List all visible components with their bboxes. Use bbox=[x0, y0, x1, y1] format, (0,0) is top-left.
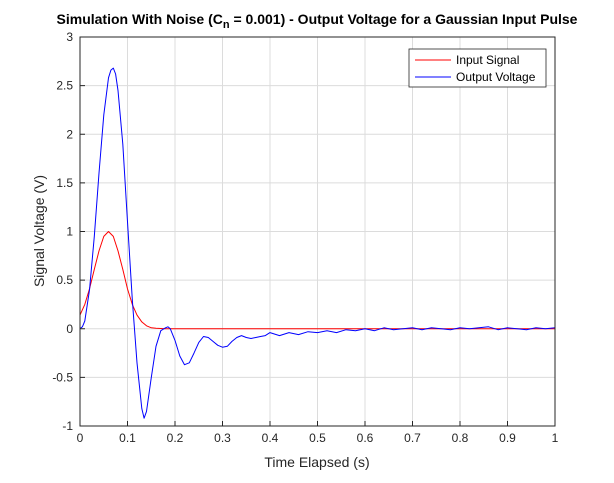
x-tick-label: 0.6 bbox=[357, 431, 374, 445]
x-tick-label: 0.5 bbox=[309, 431, 326, 445]
x-tick-label: 0 bbox=[77, 431, 84, 445]
legend-label-input-signal: Input Signal bbox=[456, 53, 519, 67]
y-tick-label: 1.5 bbox=[56, 176, 73, 190]
series-line-output-voltage bbox=[79, 67, 556, 419]
axis-ticks: 0 0.1 0.2 0.3 0.4 0.5 0.6 0.7 0.8 0.9 1 -1 -0.5 0 0.5 1… bbox=[52, 30, 558, 445]
y-tick-label: 0 bbox=[66, 322, 73, 336]
legend-box bbox=[408, 48, 547, 88]
series-lines bbox=[79, 67, 556, 419]
chart-title: Simulation With Noise (Cn = 0.001) - Out… bbox=[57, 11, 578, 31]
legend-label-output-voltage: Output Voltage bbox=[456, 70, 536, 84]
x-tick-label: 0.3 bbox=[214, 431, 231, 445]
x-axis-label: Time Elapsed (s) bbox=[264, 454, 369, 470]
x-tick-label: 0.8 bbox=[452, 431, 469, 445]
x-tick-label: 0.1 bbox=[119, 431, 136, 445]
y-tick-label: 0.5 bbox=[56, 273, 73, 287]
x-tick-label: 0.2 bbox=[167, 431, 184, 445]
y-tick-label: 2 bbox=[66, 127, 73, 141]
x-tick-label: 0.7 bbox=[404, 431, 421, 445]
y-tick-label: 3 bbox=[66, 30, 73, 44]
y-tick-label: -1 bbox=[62, 419, 73, 433]
legend: Input Signal Output Voltage bbox=[408, 48, 547, 88]
y-axis-label: Signal Voltage (V) bbox=[31, 175, 47, 287]
y-tick-label: 2.5 bbox=[56, 79, 73, 93]
x-tick-label: 0.4 bbox=[262, 431, 279, 445]
y-tick-label: -0.5 bbox=[52, 370, 73, 384]
series-line-input-signal bbox=[79, 231, 555, 330]
y-tick-label: 1 bbox=[66, 225, 73, 239]
x-tick-label: 1 bbox=[552, 431, 559, 445]
x-tick-label: 0.9 bbox=[499, 431, 516, 445]
